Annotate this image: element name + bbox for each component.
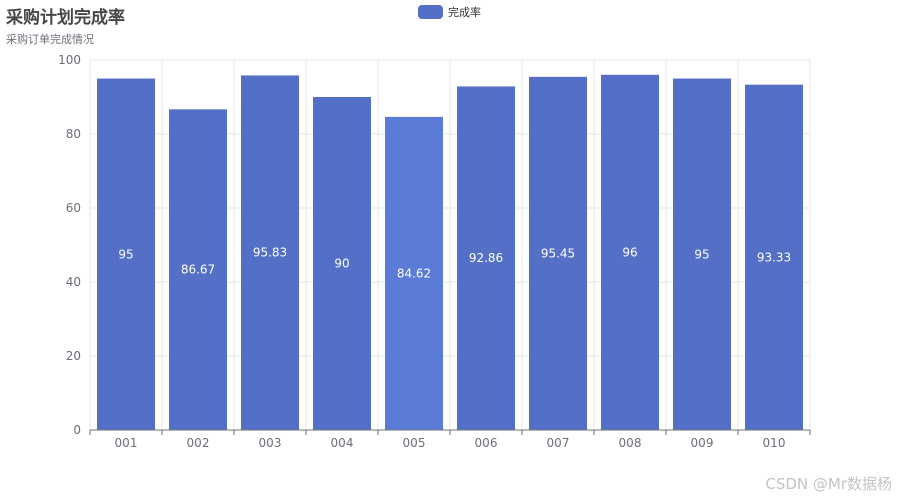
y-tick-label: 60 [66,201,81,215]
legend-label: 完成率 [448,6,481,19]
chart-title: 采购计划完成率 [6,8,125,28]
x-tick-label: 004 [331,436,354,450]
data-label: 84.62 [397,266,431,280]
x-tick-label: 007 [547,436,570,450]
bar [97,78,155,430]
data-label: 95.83 [253,246,287,260]
y-tick-label: 40 [66,275,81,289]
x-tick-label: 010 [763,436,786,450]
bar [673,78,731,430]
bar [457,86,515,430]
data-label: 96 [622,245,637,259]
bar [529,76,587,431]
watermark: CSDN @Mr数据杨 [765,475,892,493]
legend[interactable]: 完成率 [418,4,481,20]
bar [745,84,803,430]
y-tick-label: 20 [66,349,81,363]
x-tick-label: 009 [691,436,714,450]
x-tick-label: 005 [403,436,426,450]
y-tick-label: 80 [66,127,81,141]
y-tick-label: 100 [58,53,81,67]
bar [169,109,227,431]
chart-subtitle: 采购订单完成情况 [6,33,94,46]
data-label: 92.86 [469,251,503,265]
data-label: 90 [334,257,349,271]
bar [241,75,299,430]
data-label: 95.45 [541,246,575,260]
x-tick-label: 008 [619,436,642,450]
x-tick-label: 002 [187,436,210,450]
bar [385,116,443,430]
x-tick-label: 001 [115,436,138,450]
bar [313,97,371,430]
data-label: 93.33 [757,250,791,264]
data-label: 86.67 [181,263,215,277]
data-label: 95 [118,247,133,261]
x-tick-label: 003 [259,436,282,450]
bar [601,74,659,431]
legend-swatch [418,5,443,19]
x-tick-label: 006 [475,436,498,450]
data-label: 95 [694,247,709,261]
y-tick-label: 0 [73,423,81,437]
